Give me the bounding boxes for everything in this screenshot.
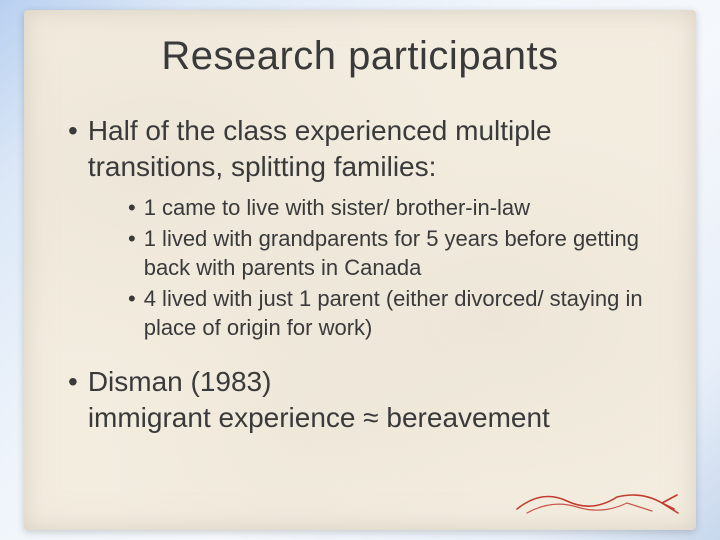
- sub-bullet-text: 4 lived with just 1 parent (either divor…: [144, 284, 652, 342]
- bullet-glyph: •: [128, 284, 136, 313]
- paper-panel: Research participants • Half of the clas…: [24, 10, 696, 530]
- sub-bullet-item: • 4 lived with just 1 parent (either div…: [128, 284, 652, 342]
- sub-bullet-text: 1 came to live with sister/ brother-in-l…: [144, 193, 530, 222]
- bullet-item: • Half of the class experienced multiple…: [68, 113, 652, 185]
- bullet-glyph: •: [128, 193, 136, 222]
- bullet-glyph: •: [68, 113, 78, 149]
- sub-bullet-item: • 1 came to live with sister/ brother-in…: [128, 193, 652, 222]
- thread-decoration-icon: [512, 469, 682, 524]
- sub-bullet-list: • 1 came to live with sister/ brother-in…: [128, 193, 652, 342]
- bullet-item: • Disman (1983) immigrant experience ≈ b…: [68, 364, 652, 436]
- sub-bullet-item: • 1 lived with grandparents for 5 years …: [128, 224, 652, 282]
- bullet-glyph: •: [68, 364, 78, 400]
- bullet-text: Disman (1983) immigrant experience ≈ ber…: [88, 364, 550, 436]
- sub-bullet-text: 1 lived with grandparents for 5 years be…: [144, 224, 652, 282]
- slide-title: Research participants: [68, 34, 652, 79]
- bullet-text: Half of the class experienced multiple t…: [88, 113, 652, 185]
- bullet-glyph: •: [128, 224, 136, 253]
